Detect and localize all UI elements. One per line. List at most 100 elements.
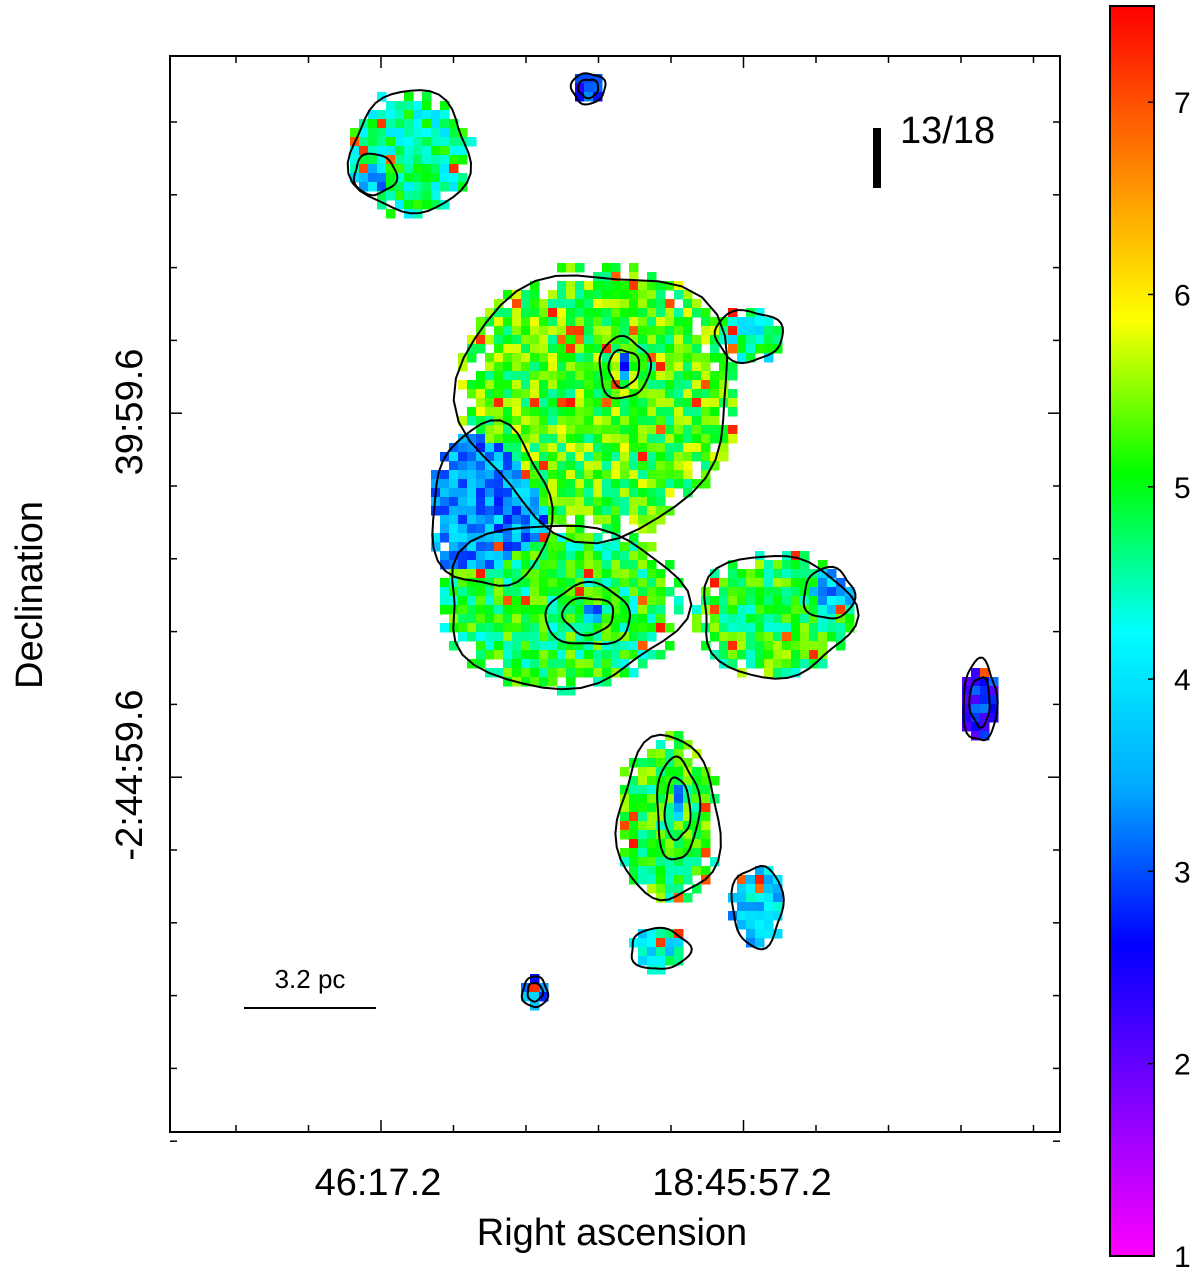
heatmap-cell xyxy=(548,389,558,399)
heatmap-cell xyxy=(413,119,423,129)
heatmap-cell xyxy=(368,164,378,174)
heatmap-cell xyxy=(647,542,657,552)
heatmap-cell xyxy=(512,290,522,300)
heatmap-cell xyxy=(728,371,738,381)
heatmap-cell xyxy=(503,596,513,606)
heatmap-cell xyxy=(737,920,747,930)
heatmap-cell xyxy=(548,614,558,624)
heatmap-cell xyxy=(593,650,603,660)
heatmap-cell xyxy=(485,362,495,372)
heatmap-cell xyxy=(728,560,738,570)
heatmap-cell xyxy=(512,443,522,453)
heatmap-cell xyxy=(647,623,657,633)
heatmap-cell xyxy=(710,857,720,867)
heatmap-cell xyxy=(575,380,585,390)
heatmap-cell xyxy=(521,533,531,543)
heatmap-cell xyxy=(773,641,783,651)
heatmap-cell xyxy=(692,866,702,876)
heatmap-cell xyxy=(638,380,648,390)
heatmap-cell xyxy=(476,641,486,651)
heatmap-cell xyxy=(566,587,576,597)
heatmap-cell xyxy=(566,434,576,444)
heatmap-cell xyxy=(602,434,612,444)
heatmap-cell xyxy=(521,605,531,615)
heatmap-cell xyxy=(431,146,441,156)
heatmap-cell xyxy=(503,515,513,525)
heatmap-cell xyxy=(755,587,765,597)
heatmap-cell xyxy=(611,335,621,345)
heatmap-cell xyxy=(494,443,504,453)
heatmap-cell xyxy=(395,137,405,147)
heatmap-cell xyxy=(638,794,648,804)
heatmap-cell xyxy=(494,371,504,381)
heatmap-cell xyxy=(440,524,450,534)
heatmap-cell xyxy=(476,479,486,489)
heatmap-cell xyxy=(377,164,387,174)
heatmap-cell xyxy=(611,281,621,291)
heatmap-cell xyxy=(485,443,495,453)
heatmap-cell xyxy=(530,299,540,309)
heatmap-cell xyxy=(638,497,648,507)
heatmap-cell xyxy=(728,632,738,642)
heatmap-cell xyxy=(458,515,468,525)
heatmap-cell xyxy=(476,587,486,597)
heatmap-cell xyxy=(539,650,549,660)
heatmap-cell xyxy=(530,515,540,525)
heatmap-cell xyxy=(503,443,513,453)
heatmap-cell xyxy=(638,605,648,615)
heatmap-cell xyxy=(521,551,531,561)
heatmap-cell xyxy=(746,326,756,336)
heatmap-cell xyxy=(962,677,972,687)
heatmap-cell xyxy=(683,308,693,318)
heatmap-cell xyxy=(458,416,468,426)
heatmap-cell xyxy=(728,650,738,660)
heatmap-cell xyxy=(566,308,576,318)
heatmap-cell xyxy=(467,434,477,444)
heatmap-cell xyxy=(530,587,540,597)
heatmap-cell xyxy=(458,155,468,165)
heatmap-cell xyxy=(593,551,603,561)
heatmap-cell xyxy=(656,281,666,291)
heatmap-cell xyxy=(575,479,585,489)
heatmap-cell xyxy=(629,569,639,579)
heatmap-cell xyxy=(395,200,405,210)
contour-line xyxy=(713,309,785,365)
heatmap-cell xyxy=(683,785,693,795)
heatmap-cell xyxy=(530,317,540,327)
heatmap-cell xyxy=(422,182,432,192)
heatmap-cell xyxy=(602,290,612,300)
heatmap-cell xyxy=(656,353,666,363)
heatmap-cell xyxy=(413,137,423,147)
heatmap-cell xyxy=(377,128,387,138)
heatmap-cell xyxy=(449,182,459,192)
heatmap-cell xyxy=(539,587,549,597)
heatmap-cell xyxy=(521,299,531,309)
y-tick-label-2: -2:44:59.6 xyxy=(109,689,151,860)
heatmap-cell xyxy=(521,623,531,633)
heatmap-cell xyxy=(458,623,468,633)
heatmap-cell xyxy=(476,605,486,615)
heatmap-cell xyxy=(422,173,432,183)
heatmap-cell xyxy=(548,587,558,597)
heatmap-cell xyxy=(539,614,549,624)
heatmap-cell xyxy=(557,569,567,579)
heatmap-cell xyxy=(521,380,531,390)
heatmap-cell xyxy=(530,533,540,543)
contour-line xyxy=(614,733,722,902)
heatmap-cell xyxy=(557,299,567,309)
heatmap-cell xyxy=(512,299,522,309)
heatmap-cell xyxy=(728,587,738,597)
heatmap-cell xyxy=(584,479,594,489)
heatmap-cell xyxy=(638,866,648,876)
heatmap-cell xyxy=(368,137,378,147)
heatmap-cell xyxy=(719,353,729,363)
heatmap-cell xyxy=(764,614,774,624)
heatmap-cell xyxy=(566,650,576,660)
heatmap-cell xyxy=(764,605,774,615)
heatmap-cell xyxy=(566,290,576,300)
heatmap-cell xyxy=(557,668,567,678)
heatmap-cell xyxy=(611,614,621,624)
heatmap-cell xyxy=(539,533,549,543)
heatmap-cell xyxy=(395,119,405,129)
heatmap-cell xyxy=(683,317,693,327)
